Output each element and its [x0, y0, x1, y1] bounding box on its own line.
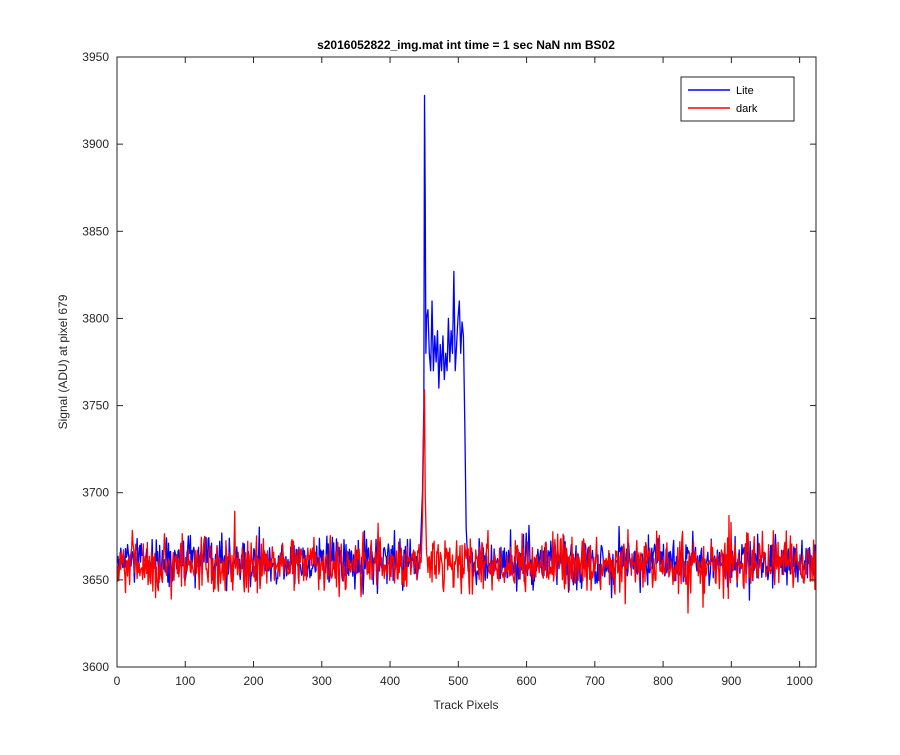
chart-title: s2016052822_img.mat int time = 1 sec NaN…: [317, 38, 615, 52]
legend-label-dark: dark: [736, 103, 758, 115]
tick-layer: 0 100 200 300 400 500 600 700 800 900 1000 3600 3650…: [82, 50, 816, 688]
y-tick-label: 3600: [82, 660, 109, 674]
legend-label-lite: Lite: [736, 85, 754, 97]
y-tick-label: 3700: [82, 486, 109, 500]
y-axis-label: Signal (ADU) at pixel 679: [56, 294, 70, 429]
x-tick-label: 200: [244, 674, 264, 688]
x-tick-label: 700: [585, 674, 605, 688]
x-axis-label: Track Pixels: [434, 698, 499, 712]
y-tick-label: 3850: [82, 224, 109, 238]
x-tick-label: 600: [517, 674, 537, 688]
plot-area: [117, 57, 816, 667]
legend-box: [680, 76, 795, 122]
legend: Lite dark: [680, 76, 795, 122]
y-tick-label: 3650: [82, 573, 109, 587]
series-layer: [116, 94, 817, 614]
series-line-dark: [116, 389, 817, 614]
y-tick-label: 3800: [82, 311, 109, 325]
x-tick-label: 100: [175, 674, 195, 688]
y-tick-label: 3950: [82, 50, 109, 64]
x-tick-label: 0: [114, 674, 121, 688]
y-tick-label: 3900: [82, 137, 109, 151]
x-tick-label: 1000: [786, 674, 813, 688]
plot-frame: [116, 56, 817, 668]
x-tick-label: 300: [312, 674, 332, 688]
y-tick-label: 3750: [82, 399, 109, 413]
x-tick-label: 800: [653, 674, 673, 688]
x-tick-label: 500: [448, 674, 468, 688]
x-tick-label: 900: [721, 674, 741, 688]
x-tick-label: 400: [380, 674, 400, 688]
